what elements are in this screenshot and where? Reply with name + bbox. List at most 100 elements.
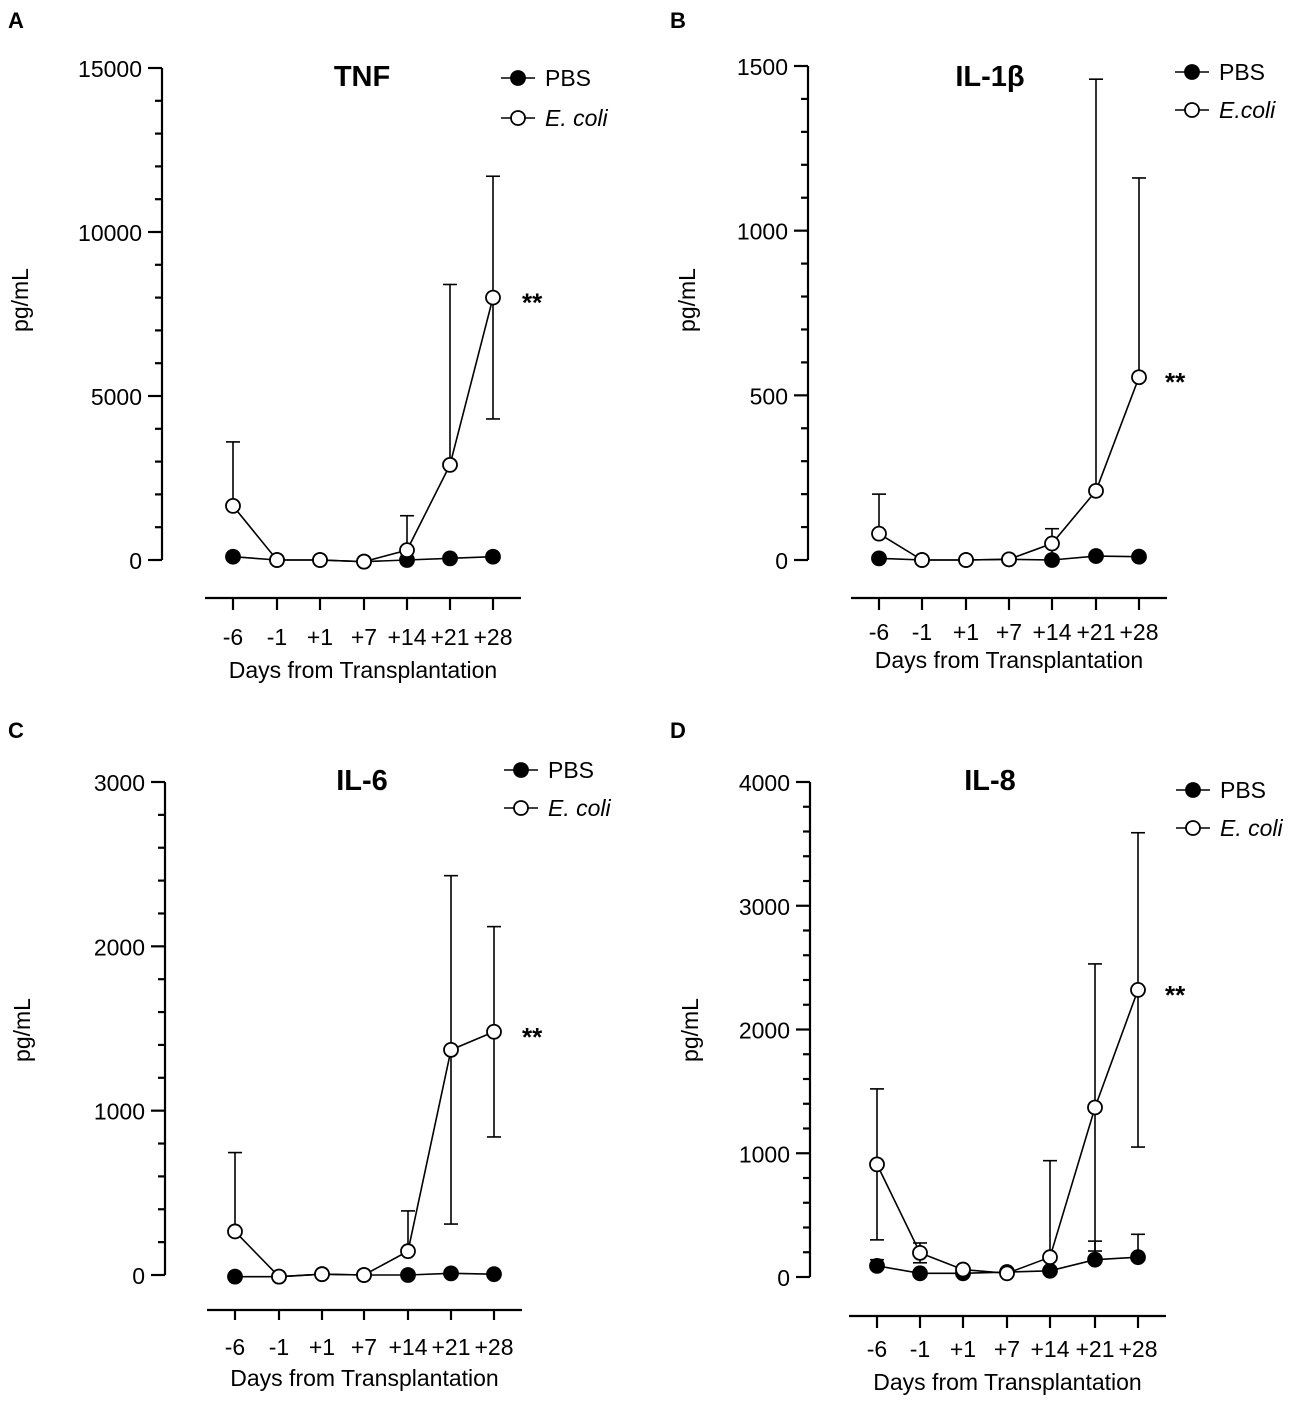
x-tick-label: +21	[1076, 619, 1115, 645]
legend-open-marker	[510, 110, 526, 126]
x-tick-label: -1	[910, 1336, 930, 1362]
x-tick-label: +21	[430, 624, 469, 650]
ecoli-point	[227, 1223, 243, 1240]
y-axis-title: pg/mL	[677, 998, 703, 1062]
legend-label: PBS	[1219, 59, 1265, 85]
panel-letter: B	[670, 8, 686, 33]
series-pbs	[870, 1233, 1145, 1266]
pbs-point	[912, 1265, 928, 1282]
legend-open-marker	[1184, 102, 1200, 118]
x-tick-label: -1	[269, 1334, 289, 1360]
y-axis-title: pg/mL	[7, 268, 33, 332]
ecoli-point	[225, 497, 241, 514]
legend-label: E. coli	[545, 105, 609, 131]
y-tick-label: 1000	[737, 219, 788, 245]
significance-marker: **	[1165, 367, 1186, 397]
pbs-point	[871, 550, 887, 567]
ecoli-point	[485, 289, 501, 306]
y-axis-title: pg/mL	[674, 268, 700, 332]
panel-c: C IL-6 0 1000 2000 3000 pg/mL -6 -1 +1 +7 +14 +21 +28…	[8, 718, 612, 1391]
ecoli-point	[312, 552, 328, 568]
x-tick-label: +1	[953, 619, 979, 645]
x-tick-label: +7	[996, 619, 1022, 645]
y-tick-label: 5000	[91, 384, 142, 410]
legend-label: PBS	[548, 757, 594, 783]
x-tick-label: +7	[351, 624, 377, 650]
legend-label: E. coli	[1220, 815, 1284, 841]
chart-title: IL-1β	[955, 61, 1024, 93]
x-tick-label: +21	[1075, 1336, 1114, 1362]
ecoli-point	[486, 1023, 502, 1040]
chart-title: TNF	[334, 61, 390, 93]
x-tick-label: +1	[307, 624, 333, 650]
pbs-point	[443, 1265, 459, 1282]
ecoli-point	[912, 1244, 928, 1261]
y-tick-label: 500	[750, 383, 788, 409]
x-tick-label: +14	[1032, 619, 1071, 645]
y-tick-label: 2000	[94, 934, 145, 960]
ecoli-point	[443, 1041, 459, 1058]
legend-label: PBS	[1220, 777, 1266, 803]
x-tick-label: +7	[994, 1336, 1020, 1362]
x-tick-label: +1	[950, 1336, 976, 1362]
legend-filled-marker	[1185, 782, 1201, 798]
x-tick-label: +21	[431, 1334, 470, 1360]
legend-label: E. coli	[548, 795, 612, 821]
pbs-point	[227, 1268, 243, 1285]
series-line-ecoli	[876, 989, 1139, 1275]
ecoli-point	[271, 1268, 287, 1285]
y-tick-label: 0	[129, 548, 142, 574]
legend-entry-ecoli: E. coli	[1176, 815, 1284, 841]
ecoli-point	[999, 1265, 1015, 1282]
y-tick-label: 0	[775, 548, 788, 574]
ecoli-point	[1001, 551, 1017, 568]
x-tick-label: +7	[351, 1334, 377, 1360]
ecoli-point	[1130, 982, 1146, 998]
pbs-point	[1131, 548, 1147, 565]
ecoli-point	[869, 1156, 885, 1173]
panel-b: B IL-1β 0 500 1000 1500 pg/mL -6 -1 +1 +7 +14 +21 +28…	[670, 8, 1276, 673]
x-tick-label: +28	[1118, 1336, 1157, 1362]
y-tick-label: 0	[777, 1265, 790, 1291]
x-tick-label: +1	[309, 1334, 335, 1360]
panel-letter: A	[8, 8, 24, 33]
y-tick-label: 4000	[739, 770, 790, 796]
x-tick-label: -1	[912, 619, 932, 645]
panel-letter: C	[8, 718, 24, 743]
legend-filled-marker	[1184, 64, 1200, 80]
chart-title: IL-6	[336, 765, 388, 797]
pbs-point	[1087, 1251, 1103, 1268]
ecoli-point	[400, 1243, 416, 1260]
pbs-point	[1130, 1249, 1146, 1266]
x-tick-label: +28	[1119, 619, 1158, 645]
panel-a: A TNF 0 5000 10000 15000 pg/mL -6 -1 +1 +7 +14 +21 +2…	[7, 8, 609, 683]
y-tick-label: 10000	[78, 220, 142, 246]
x-axis-title: Days from Transplantation	[229, 657, 497, 683]
legend-filled-marker	[510, 70, 526, 86]
x-tick-label: -1	[267, 624, 287, 650]
legend-entry-ecoli: E. coli	[501, 105, 609, 131]
ecoli-point	[955, 1261, 971, 1278]
series-ecoli	[226, 175, 500, 551]
ecoli-point	[269, 552, 285, 568]
legend-open-marker	[513, 800, 529, 816]
ecoli-point	[1088, 482, 1104, 499]
series-ecoli	[228, 874, 501, 1252]
series-ecoli	[870, 831, 1145, 1264]
series-ecoli	[872, 78, 1146, 560]
ecoli-point	[399, 542, 415, 559]
ecoli-point	[1131, 369, 1147, 386]
y-tick-label: 0	[132, 1263, 145, 1289]
pbs-point	[442, 550, 458, 567]
legend-entry-ecoli: E. coli	[504, 795, 612, 821]
ecoli-point	[442, 456, 458, 473]
pbs-point	[485, 548, 501, 565]
y-tick-label: 3000	[94, 770, 145, 796]
y-tick-label: 2000	[739, 1018, 790, 1044]
ecoli-point	[958, 552, 974, 568]
ecoli-point	[1044, 535, 1060, 552]
pbs-point	[225, 548, 241, 565]
legend-entry-pbs: PBS	[1175, 59, 1265, 85]
